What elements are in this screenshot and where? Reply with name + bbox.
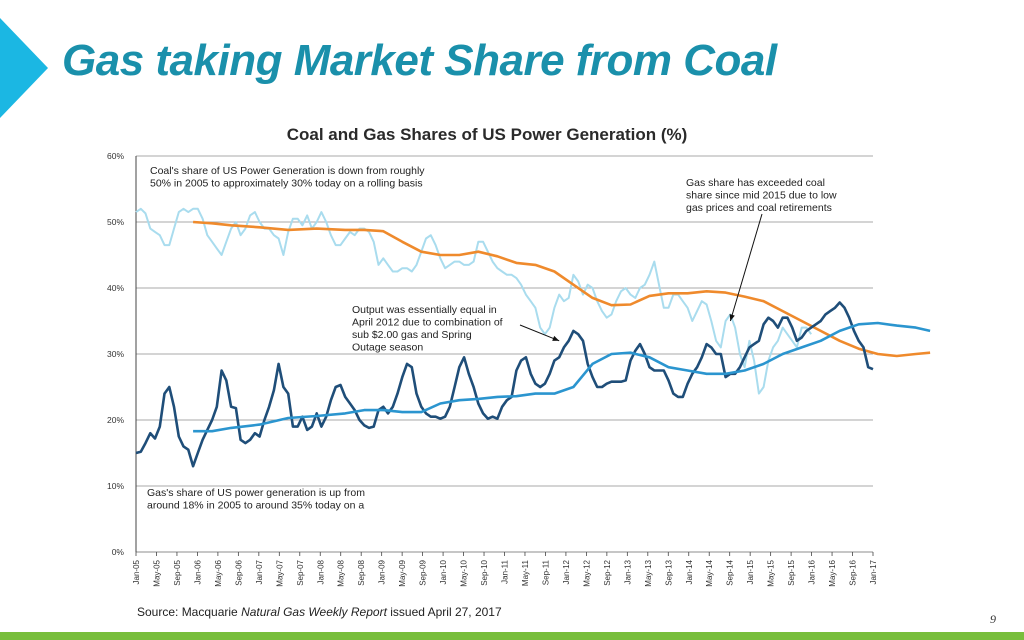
- x-tick-label: May-06: [214, 559, 223, 586]
- x-tick-label: Jan-06: [193, 559, 202, 584]
- annotation-exceed-note: Gas share has exceeded coal share since m…: [686, 177, 837, 214]
- annotation-line: sub $2.00 gas and Spring: [352, 329, 472, 341]
- source-prefix: Source: Macquarie: [137, 605, 242, 619]
- x-tick-label: May-05: [152, 559, 161, 586]
- x-tick-label: May-09: [398, 559, 407, 586]
- x-tick-label: Jan-16: [808, 559, 817, 584]
- x-tick-label: Sep-05: [173, 559, 182, 585]
- x-tick-label: May-08: [337, 559, 346, 586]
- annotation-arrowhead: [552, 335, 560, 341]
- annotation-line: Output was essentially equal in: [352, 304, 497, 316]
- x-tick-label: May-14: [705, 559, 714, 586]
- series-line-coal-monthly: [135, 207, 813, 395]
- x-tick-label: May-07: [275, 559, 284, 586]
- x-tick-label: Sep-13: [664, 559, 673, 585]
- x-tick-label: Sep-14: [726, 559, 735, 585]
- annotation-coal-note: Coal's share of US Power Generation is d…: [150, 165, 425, 190]
- footer-bar: [0, 632, 1024, 640]
- annotation-equal-note: Output was essentially equal in April 201…: [352, 304, 503, 354]
- x-tick-label: Jan-09: [378, 559, 387, 584]
- annotation-line: Coal's share of US Power Generation is d…: [150, 165, 425, 177]
- y-tick-label: 10%: [107, 481, 124, 491]
- annotation-arrow: [729, 213, 763, 322]
- y-tick-label: 60%: [107, 151, 124, 161]
- x-tick-label: May-13: [644, 559, 653, 586]
- x-tick-label: May-12: [582, 559, 591, 586]
- slide-title: Gas taking Market Share from Coal: [62, 36, 777, 85]
- annotation-line: around 18% in 2005 to around 35% today o…: [147, 500, 364, 512]
- y-tick-label: 40%: [107, 283, 124, 293]
- annotation-line: gas prices and coal retirements: [686, 202, 832, 214]
- x-tick-label: May-15: [767, 559, 776, 586]
- source-suffix: issued April 27, 2017: [386, 605, 502, 619]
- annotation-gas-note: Gas's share of US power generation is up…: [147, 487, 365, 512]
- x-tick-label: Sep-16: [849, 559, 858, 585]
- x-tick-label: Jan-12: [562, 559, 571, 584]
- x-tick-label: Jan-11: [501, 559, 510, 583]
- x-tick-label: Sep-11: [541, 559, 550, 585]
- x-tick-label: May-11: [521, 559, 530, 586]
- x-tick-label: Jan-17: [869, 559, 878, 584]
- x-tick-label: Jan-14: [685, 559, 694, 584]
- x-axis-labels: Jan-05 May-05 Sep-05 Jan-06 May-06 Sep-06 Jan-…: [132, 559, 878, 586]
- x-tick-label: Sep-08: [357, 559, 366, 585]
- series-line-gas-monthly: [135, 301, 874, 468]
- x-tick-label: Sep-06: [234, 559, 243, 585]
- y-tick-label: 50%: [107, 217, 124, 227]
- x-tick-label: Sep-07: [296, 559, 305, 585]
- y-axis-labels: 0% 10% 20% 30% 40% 50% 60%: [107, 151, 124, 557]
- x-tick-label: May-10: [460, 559, 469, 586]
- annotation-line: Gas's share of US power generation is up…: [147, 487, 365, 499]
- x-tick-label: Jan-05: [132, 559, 141, 584]
- annotation-line: Gas share has exceeded coal: [686, 177, 825, 189]
- source-citation: Source: Macquarie Natural Gas Weekly Rep…: [137, 605, 502, 619]
- annotation-line: April 2012 due to combination of: [352, 317, 503, 329]
- page-number: 9: [990, 612, 996, 626]
- x-tick-label: Sep-09: [419, 559, 428, 585]
- x-tick-label: May-16: [828, 559, 837, 586]
- x-tick-label: Jan-15: [746, 559, 755, 584]
- series-lines: [135, 207, 931, 468]
- x-tick-label: Jan-08: [316, 559, 325, 584]
- series-line-coal-rolling: [193, 220, 931, 358]
- x-tick-label: Sep-12: [603, 559, 612, 585]
- annotation-line: 50% in 2005 to approximately 30% today o…: [150, 178, 423, 190]
- annotation-arrow: [519, 324, 560, 342]
- annotations: Coal's share of US Power Generation is d…: [147, 165, 837, 512]
- annotation-line: Outage season: [352, 342, 423, 354]
- y-tick-label: 0%: [112, 547, 125, 557]
- x-tick-label: Jan-07: [255, 559, 264, 584]
- x-tick-label: Jan-10: [439, 559, 448, 584]
- x-tick-label: Jan-13: [623, 559, 632, 584]
- x-tick-label: Sep-10: [480, 559, 489, 585]
- annotation-arrowhead: [729, 314, 735, 321]
- y-tick-label: 30%: [107, 349, 124, 359]
- annotation-line: share since mid 2015 due to low: [686, 190, 837, 202]
- source-publication: Natural Gas Weekly Report: [241, 605, 387, 619]
- x-tick-label: Sep-15: [787, 559, 796, 585]
- chart-title: Coal and Gas Shares of US Power Generati…: [287, 125, 688, 144]
- series-line-gas-rolling: [193, 321, 931, 433]
- chevron-accent: [0, 18, 48, 118]
- y-tick-label: 20%: [107, 415, 124, 425]
